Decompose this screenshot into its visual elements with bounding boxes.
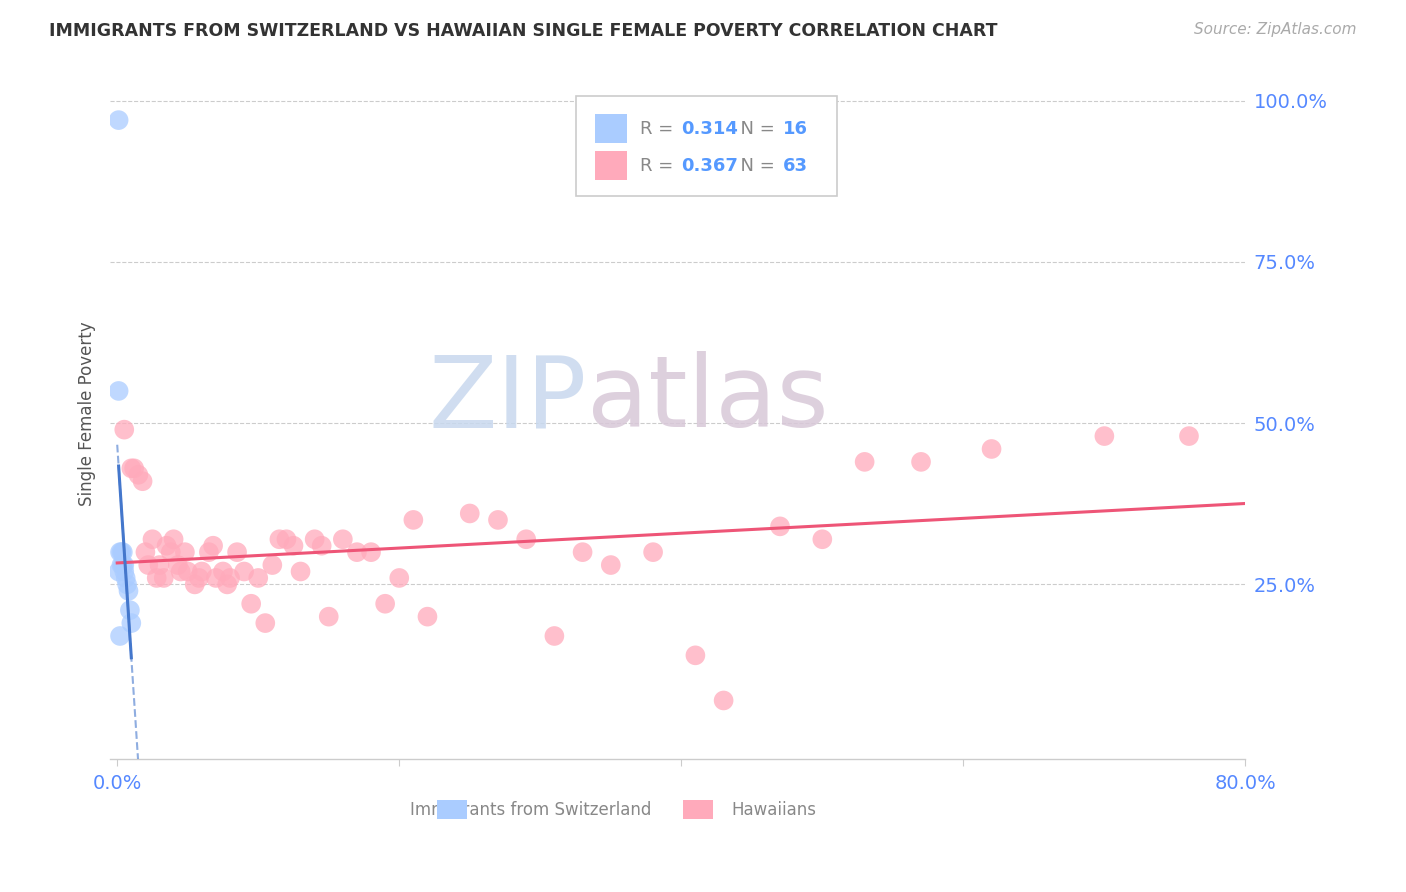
Point	[318, 609, 340, 624]
Text: N =: N =	[728, 120, 780, 137]
Point	[110, 558, 132, 572]
Point	[1178, 429, 1201, 443]
Point	[486, 513, 509, 527]
Point	[120, 616, 142, 631]
Point	[107, 113, 129, 128]
Point	[262, 558, 284, 572]
Point	[290, 565, 312, 579]
Point	[145, 571, 167, 585]
Point	[458, 507, 481, 521]
Bar	[595, 114, 627, 143]
Point	[111, 558, 134, 572]
Text: IMMIGRANTS FROM SWITZERLAND VS HAWAIIAN SINGLE FEMALE POVERTY CORRELATION CHART: IMMIGRANTS FROM SWITZERLAND VS HAWAIIAN …	[49, 22, 998, 40]
Point	[233, 565, 256, 579]
Point	[141, 533, 163, 547]
Text: R =: R =	[640, 120, 679, 137]
Point	[515, 533, 537, 547]
Text: 63: 63	[783, 157, 808, 175]
Point	[374, 597, 396, 611]
Point	[108, 545, 131, 559]
Point	[980, 442, 1002, 456]
Point	[148, 558, 170, 572]
Text: atlas: atlas	[586, 351, 828, 448]
Bar	[437, 800, 467, 819]
Point	[115, 577, 138, 591]
Point	[110, 545, 132, 559]
Point	[184, 577, 207, 591]
Text: 16: 16	[783, 120, 808, 137]
Point	[571, 545, 593, 559]
Point	[332, 533, 354, 547]
Point	[191, 565, 214, 579]
Point	[811, 533, 834, 547]
Point	[108, 629, 131, 643]
Point	[122, 461, 145, 475]
Point	[360, 545, 382, 559]
Point	[118, 603, 141, 617]
Point	[131, 474, 153, 488]
Point	[198, 545, 221, 559]
Point	[112, 565, 135, 579]
Point	[402, 513, 425, 527]
Point	[212, 565, 235, 579]
Point	[247, 571, 270, 585]
Point	[254, 616, 277, 631]
Text: Source: ZipAtlas.com: Source: ZipAtlas.com	[1194, 22, 1357, 37]
Point	[853, 455, 876, 469]
Text: Hawaiians: Hawaiians	[731, 801, 817, 819]
Point	[276, 533, 298, 547]
Point	[169, 565, 191, 579]
Point	[346, 545, 368, 559]
Point	[685, 648, 707, 663]
Point	[112, 558, 135, 572]
Text: 0.314: 0.314	[681, 120, 738, 137]
Point	[120, 461, 142, 475]
Point	[599, 558, 621, 572]
Point	[166, 558, 188, 572]
Point	[202, 539, 225, 553]
Text: 0.367: 0.367	[681, 157, 738, 175]
Point	[117, 583, 139, 598]
Point	[177, 565, 200, 579]
Point	[416, 609, 439, 624]
Point	[155, 539, 177, 553]
Point	[205, 571, 228, 585]
Point	[643, 545, 665, 559]
Point	[136, 558, 159, 572]
Bar	[683, 800, 713, 819]
Point	[769, 519, 792, 533]
Point	[226, 545, 249, 559]
Point	[114, 571, 136, 585]
Point	[311, 539, 333, 553]
Point	[107, 384, 129, 398]
Point	[111, 545, 134, 559]
Text: Immigrants from Switzerland: Immigrants from Switzerland	[409, 801, 651, 819]
Point	[162, 533, 184, 547]
Point	[174, 545, 197, 559]
Point	[388, 571, 411, 585]
Point	[112, 423, 135, 437]
Point	[910, 455, 932, 469]
Point	[159, 545, 181, 559]
Text: R =: R =	[640, 157, 679, 175]
Point	[219, 571, 242, 585]
Point	[152, 571, 174, 585]
Text: ZIP: ZIP	[429, 351, 586, 448]
FancyBboxPatch shape	[575, 96, 837, 196]
Text: N =: N =	[728, 157, 780, 175]
Point	[127, 467, 149, 482]
Point	[713, 693, 735, 707]
Bar	[595, 152, 627, 180]
Point	[217, 577, 239, 591]
Point	[543, 629, 565, 643]
Point	[134, 545, 156, 559]
Point	[1092, 429, 1115, 443]
Point	[283, 539, 305, 553]
Point	[240, 597, 263, 611]
Point	[269, 533, 291, 547]
Point	[304, 533, 326, 547]
Point	[188, 571, 211, 585]
Y-axis label: Single Female Poverty: Single Female Poverty	[79, 321, 96, 506]
Point	[107, 565, 129, 579]
